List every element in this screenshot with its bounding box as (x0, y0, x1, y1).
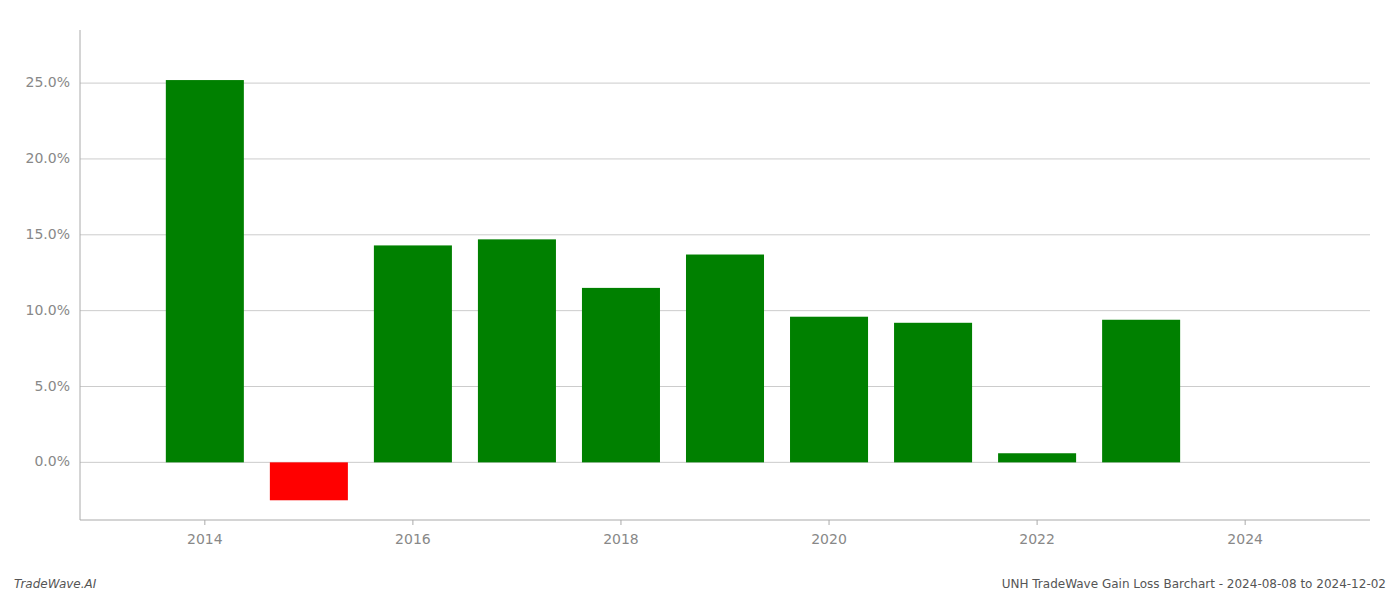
y-axis-line (80, 30, 81, 520)
bar (686, 255, 764, 463)
bar (478, 239, 556, 462)
x-tick-label: 2014 (187, 531, 223, 547)
x-tick (412, 520, 413, 525)
x-tick (204, 520, 205, 525)
x-tick-label: 2016 (395, 531, 431, 547)
y-tick-label: 0.0% (34, 453, 70, 469)
background (0, 0, 1400, 600)
x-ticks: 2014 2016 2018 2020 2022 2024 (187, 520, 1263, 547)
y-tick-label: 20.0% (26, 150, 70, 166)
x-tick (620, 520, 621, 525)
y-grid (80, 83, 1370, 462)
grid-line (80, 158, 1370, 159)
y-tick-label: 25.0% (26, 74, 70, 90)
y-tick-label: 10.0% (26, 302, 70, 318)
bar (998, 453, 1076, 462)
footer-right: UNH TradeWave Gain Loss Barchart - 2024-… (1002, 577, 1386, 591)
x-tick-label: 2024 (1227, 531, 1263, 547)
y-tick-label: 15.0% (26, 226, 70, 242)
x-tick-label: 2018 (603, 531, 639, 547)
chart: 0.0% 5.0% 10.0% 15.0% 20.0% 25.0% 2014 2016 2018… (0, 0, 1400, 600)
footer-left: TradeWave.AI (14, 577, 97, 591)
bar (790, 317, 868, 463)
bar (582, 288, 660, 462)
bar (1102, 320, 1180, 463)
y-tick-label: 5.0% (34, 378, 70, 394)
x-tick (1245, 520, 1246, 525)
x-axis-line (80, 520, 1370, 521)
x-tick-label: 2020 (811, 531, 847, 547)
x-tick (1037, 520, 1038, 525)
bar (166, 80, 244, 462)
bar (894, 323, 972, 463)
x-tick-label: 2022 (1019, 531, 1055, 547)
grid-line (80, 83, 1370, 84)
x-tick (829, 520, 830, 525)
y-ticks: 0.0% 5.0% 10.0% 15.0% 20.0% 25.0% (26, 74, 70, 469)
bar (270, 462, 348, 500)
grid-line (80, 234, 1370, 235)
bars (166, 80, 1180, 500)
bar (374, 245, 452, 462)
